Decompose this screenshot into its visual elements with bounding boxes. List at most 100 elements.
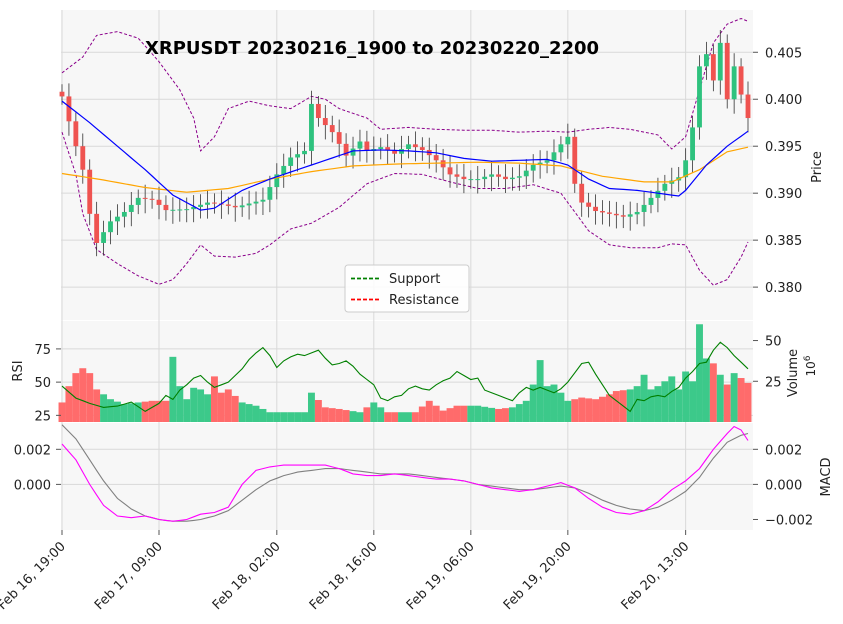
volume-bar xyxy=(675,389,683,422)
volume-bar xyxy=(543,386,551,422)
volume-bar xyxy=(197,389,205,422)
volume-bar xyxy=(550,384,558,422)
candle-down xyxy=(738,66,744,95)
volume-bar xyxy=(65,386,73,422)
candle-down xyxy=(315,103,321,119)
volume-bar xyxy=(363,407,371,422)
rsi-axis-label: RSI xyxy=(11,360,26,381)
candle-down xyxy=(329,125,335,133)
volume-bar xyxy=(294,412,302,422)
x-tick-label: Feb 16, 19:00 xyxy=(0,539,69,613)
volume-bar xyxy=(287,412,295,422)
macd-panel xyxy=(61,423,753,530)
volume-bar xyxy=(502,408,509,422)
volume-bar xyxy=(467,405,475,422)
candle-up xyxy=(115,216,120,222)
candle-up xyxy=(135,197,141,205)
candle-up xyxy=(121,211,127,217)
volume-bar xyxy=(682,371,690,422)
volume-bar xyxy=(439,410,447,422)
price-tick-label: 0.380 xyxy=(765,281,802,296)
volume-bar xyxy=(301,412,308,422)
rsi-line xyxy=(61,341,749,413)
x-tick-label: Feb 17, 09:00 xyxy=(92,539,166,613)
candle-up xyxy=(704,54,709,67)
candle-up xyxy=(544,160,550,163)
volume-bar xyxy=(356,412,364,422)
volume-axis-label: Volume xyxy=(786,349,801,397)
volume-bar xyxy=(335,408,343,422)
price-tick-label: 0.390 xyxy=(765,187,802,202)
volume-bar xyxy=(689,381,697,422)
candle-down xyxy=(600,211,605,213)
candle-up xyxy=(177,209,183,211)
legend: Support Resistance xyxy=(344,264,470,313)
candle-up xyxy=(205,202,210,205)
candle-up xyxy=(253,201,259,204)
volume-bar xyxy=(190,387,198,422)
volume-bar xyxy=(314,400,322,422)
candle-down xyxy=(232,205,238,208)
volume-bar xyxy=(647,389,655,422)
volume-bar xyxy=(231,395,239,422)
candle-down xyxy=(94,213,100,243)
candle-down xyxy=(364,141,370,151)
volume-bar xyxy=(411,412,419,422)
macd-line xyxy=(61,425,749,522)
candle-up xyxy=(475,179,481,181)
candle-up xyxy=(239,205,245,208)
volume-bar xyxy=(737,378,745,422)
candle-up xyxy=(655,190,661,198)
bollinger-lower-line xyxy=(61,131,749,286)
volume-bar xyxy=(183,399,191,422)
volume-bar xyxy=(654,386,662,422)
volume-bar xyxy=(217,392,225,422)
candle-up xyxy=(662,183,668,191)
volume-bar xyxy=(488,407,496,422)
volume-bar xyxy=(176,386,184,422)
candle-up xyxy=(108,221,113,233)
candle-down xyxy=(59,91,65,97)
macd-left-tick-label: 0.000 xyxy=(14,478,51,493)
candle-up xyxy=(184,209,190,211)
volume-bar xyxy=(432,405,440,422)
candle-down xyxy=(336,132,342,144)
volume-bar xyxy=(155,400,163,422)
volume-bar xyxy=(127,403,135,422)
volume-bar xyxy=(280,412,288,422)
candle-up xyxy=(170,209,176,211)
candle-up xyxy=(482,176,488,180)
candle-down xyxy=(503,176,508,180)
volume-bar xyxy=(342,410,350,422)
candle-up xyxy=(101,232,106,243)
volume-bar xyxy=(169,356,177,422)
volume-bar xyxy=(377,407,385,422)
candle-up xyxy=(378,147,384,150)
volume-bar xyxy=(522,400,530,422)
candle-down xyxy=(496,174,501,177)
candle-up xyxy=(406,144,411,150)
volume-bar xyxy=(307,392,315,422)
volume-bar xyxy=(460,405,468,422)
x-tick-label: Feb 18, 16:00 xyxy=(307,539,381,613)
volume-bar xyxy=(564,400,572,422)
rsi-tick-label: 75 xyxy=(34,343,51,358)
volume-bar xyxy=(529,384,537,422)
candle-down xyxy=(212,202,217,204)
candle-down xyxy=(156,199,162,205)
candle-down xyxy=(80,146,86,170)
candle-up xyxy=(191,206,197,210)
slow-ma-line xyxy=(61,146,749,193)
legend-resistance-label: Resistance xyxy=(389,293,459,308)
volume-bar xyxy=(744,382,752,422)
volume-bar xyxy=(495,408,503,422)
volume-bar xyxy=(210,376,218,422)
volume-bar xyxy=(557,392,565,422)
volume-bar xyxy=(328,408,336,422)
volume-bar xyxy=(508,407,516,422)
volume-tick-label: 25 xyxy=(765,375,782,390)
volume-bar xyxy=(633,386,641,422)
bollinger-upper-line xyxy=(61,17,749,152)
volume-bar xyxy=(515,404,523,422)
